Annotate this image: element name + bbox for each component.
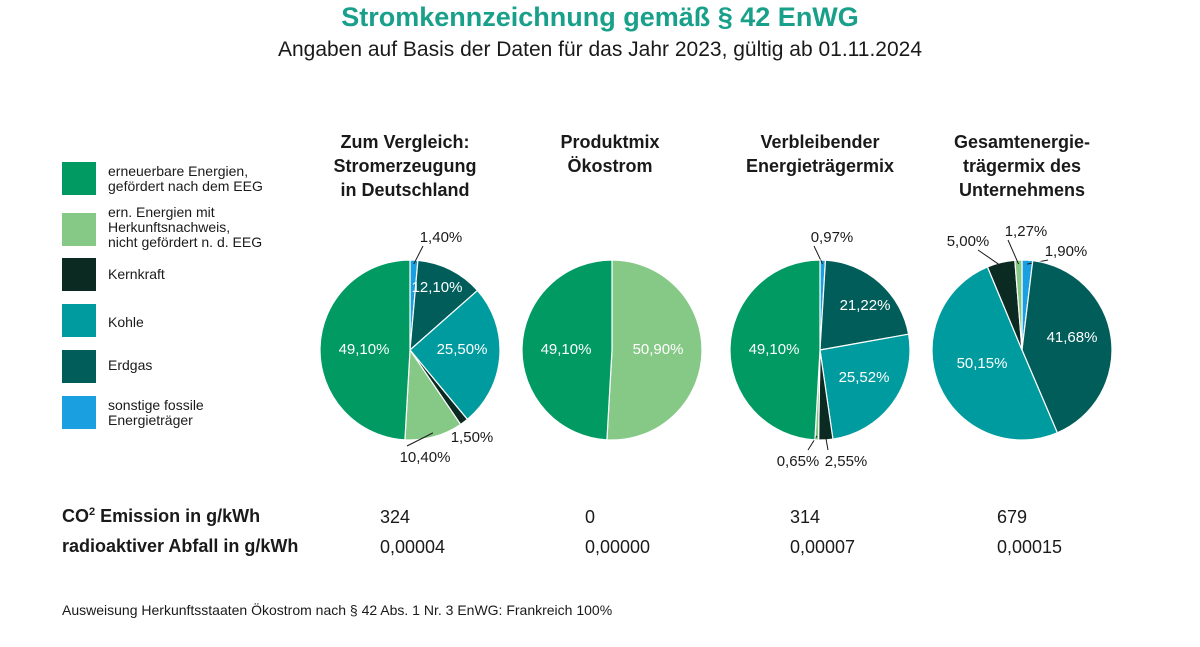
legend-swatch: [62, 304, 96, 337]
page-subtitle: Angaben auf Basis der Daten für das Jahr…: [277, 38, 923, 61]
pie-chart-3: 1,90% 41,68% 50,15% 5,00% 1,27%: [931, 223, 1113, 441]
pie-chart-0: 1,40% 12,10% 25,50% 1,50%10,40% 49,10%: [319, 229, 501, 466]
legend-label: sonstige fossile Energieträger: [108, 397, 204, 428]
pie-slice: [931, 266, 1059, 441]
co2-label-text: Emission in g/kWh: [100, 506, 261, 526]
pie-slice-label: 1,27%: [1005, 223, 1048, 240]
pie-slice-label: 25,50%: [437, 341, 488, 358]
pie-slice-label: 49,10%: [339, 341, 390, 358]
pie-slice-label: 1,40%: [420, 229, 463, 246]
co2-value-deutschland: 324: [380, 507, 411, 527]
pie-slice: [819, 333, 911, 440]
legend-swatch: [62, 162, 96, 195]
legend-label: erneuerbare Energien, gefördert nach dem…: [108, 163, 263, 194]
footnote: Ausweisung Herkunftsstaaten Ökostrom nac…: [62, 602, 613, 618]
label-leader-line: [413, 245, 424, 265]
label-leader-line: [813, 245, 824, 265]
pie-slice-label: 25,52%: [839, 369, 890, 386]
pie-slice-label: 49,10%: [749, 341, 800, 358]
pie-slice-label: 50,15%: [957, 355, 1008, 372]
chart-title-oekostrom: Produktmix Ökostrom: [560, 132, 660, 176]
pie-chart-1: 50,90% 49,10%: [521, 259, 703, 441]
pie-slice: [409, 289, 501, 421]
pie-slice: [606, 259, 703, 441]
co2-value-verbleibend: 314: [790, 507, 821, 527]
pie-slice-label: 21,22%: [840, 297, 891, 314]
label-leader-line: [825, 435, 829, 451]
pie-slice-label: 1,50%: [451, 429, 494, 446]
co2-sup: 2: [89, 506, 96, 518]
chart-title-gesamt: Gesamtenergie- trägermix des Unternehmen…: [953, 132, 1091, 200]
co2-prefix: CO: [62, 506, 89, 526]
pie-slice-label: 0,65%: [777, 453, 820, 470]
pie-slice: [819, 259, 910, 351]
pie-slice-label: 0,97%: [811, 229, 854, 246]
chart-title-deutschland: Zum Vergleich: Stromerzeugung in Deutsch…: [333, 132, 477, 200]
pie-slice: [1021, 259, 1113, 434]
chart-title-verbleibend: Verbleibender Energieträgermix: [745, 132, 895, 176]
pie-slice: [409, 259, 479, 352]
pie-slice-label: 5,00%: [947, 233, 990, 250]
pie-slice-label: 12,10%: [412, 279, 463, 296]
pie-slice-label: 1,90%: [1045, 243, 1088, 260]
label-leader-line: [977, 249, 1003, 267]
co2-value-gesamt: 679: [997, 507, 1028, 527]
pie-slice: [521, 259, 613, 441]
pie-charts: 1,40%12,10%25,50%1,50%10,40%49,10% 50,90%…: [319, 223, 1113, 470]
legend-swatch: [62, 350, 96, 383]
legend-label: Erdgas: [108, 357, 153, 373]
waste-value-verbleibend: 0,00007: [790, 537, 856, 557]
pie-slice: [1014, 259, 1023, 351]
legend-label: ern. Energien mit Herkunftsnachweis, nic…: [108, 204, 263, 250]
pie-slice-label: 49,10%: [541, 341, 592, 358]
waste-value-oekostrom: 0,00000: [585, 537, 651, 557]
legend-swatch: [62, 396, 96, 429]
pie-slice-label: 50,90%: [633, 341, 684, 358]
waste-value-deutschland: 0,00004: [380, 537, 446, 557]
label-leader-line: [1007, 239, 1020, 265]
legend-label: Kernkraft: [108, 266, 165, 282]
pie-slice-label: 2,55%: [825, 453, 868, 470]
label-leader-line: [406, 432, 434, 447]
pie-slice: [729, 259, 821, 441]
waste-value-gesamt: 0,00015: [997, 537, 1063, 557]
co2-row-label: CO2 Emission in g/kWh: [62, 506, 260, 527]
pie-slice-label: 10,40%: [400, 449, 451, 466]
legend-label: Kohle: [108, 314, 144, 330]
pie-slice-label: 41,68%: [1047, 329, 1098, 346]
co2-value-oekostrom: 0: [585, 507, 596, 527]
pie-slice: [319, 259, 411, 441]
legend-swatch: [62, 213, 96, 246]
legend-swatch: [62, 258, 96, 291]
pie-chart-2: 0,97% 21,22% 25,52% 2,55% 0,65% 49,10%: [729, 229, 911, 470]
waste-row-label: radioaktiver Abfall in g/kWh: [62, 536, 299, 556]
page-title: Stromkennzeichnung gemäß § 42 EnWG: [341, 2, 859, 32]
